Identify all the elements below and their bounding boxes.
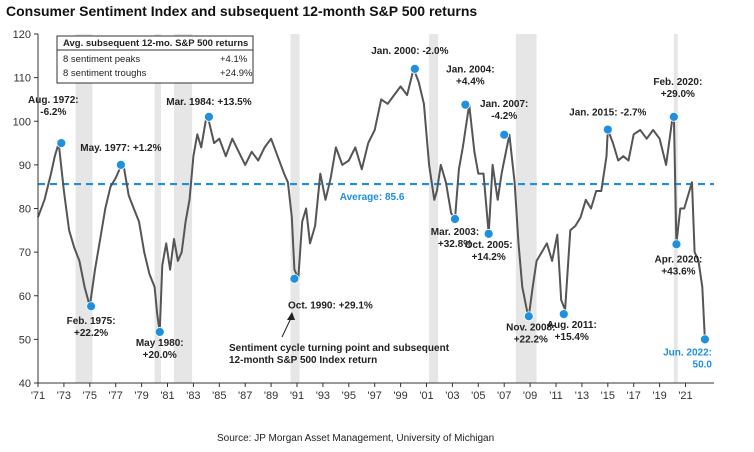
x-tick-label: '21 (678, 390, 692, 402)
y-tick-label: 50 (19, 334, 31, 346)
turning-point-marker (289, 273, 300, 284)
legend-header: Avg. subsequent 12-mo. S&P 500 returns (63, 38, 248, 49)
legend-box (56, 35, 254, 84)
turning-point-label: Aug. 2011: +15.4% (547, 320, 597, 343)
x-tick-label: '07 (497, 390, 511, 402)
x-tick-label: '01 (419, 390, 433, 402)
turning-point-label: Jan. 2007: -4.2% (480, 99, 528, 122)
x-tick-label: '71 (31, 390, 45, 402)
source-text: Source: JP Morgan Asset Management, Univ… (217, 433, 494, 444)
y-tick-label: 110 (13, 73, 31, 85)
annotation-text: Sentiment cycle turning point and subseq… (229, 343, 450, 366)
y-tick-label: 70 (19, 247, 31, 259)
point-labels: Aug. 1972: -6.2% Feb. 1975: +22.2% May. 1977… (28, 46, 712, 370)
x-tick-label: '11 (549, 390, 563, 402)
y-tick-label: 100 (13, 116, 31, 128)
y-tick-label: 90 (19, 160, 31, 172)
turning-point-marker (86, 301, 96, 312)
turning-point-label: Feb. 1975: +22.2% (67, 316, 116, 339)
x-tick-label: '85 (212, 390, 226, 402)
turning-point-label: Jan. 2000: -2.0% (371, 46, 448, 57)
turning-point-label: Mar. 1984: +13.5% (166, 97, 251, 108)
recession-band (173, 34, 193, 383)
turning-point-marker (602, 124, 613, 135)
sentiment-series-line (37, 67, 706, 340)
x-tick-label: '83 (186, 390, 200, 402)
turning-point-label: Jun. 2022: 50.0 (663, 347, 712, 370)
y-tick-label: 40 (19, 378, 31, 390)
recession-band (154, 34, 162, 383)
x-tick-label: '97 (368, 390, 382, 402)
turning-point-marker (558, 309, 569, 319)
turning-points (56, 64, 710, 345)
annotation: Sentiment cycle turning point and subseq… (229, 312, 450, 366)
turning-point-label: May 1980: +20.0% (136, 338, 184, 361)
x-tick-labels: '71 '73 '75 '77 '79 '81 '83 '85 '87 '89 '91 '93 '95 '… (31, 390, 693, 402)
turning-point-label: Oct. 2005: +14.2% (465, 240, 513, 263)
turning-point-marker (409, 64, 420, 74)
turning-point-marker (671, 239, 682, 250)
turning-point-marker (450, 214, 460, 224)
turning-point-label: Feb. 2020: +29.0% (653, 77, 702, 100)
turning-point-marker (154, 327, 165, 337)
turning-point-label: Mar. 2003: +32.8% (431, 227, 479, 250)
x-tick-label: '99 (393, 390, 407, 402)
legend-row-troughs-label: 8 sentiment troughs (63, 68, 147, 79)
x-tick-label: '17 (627, 390, 641, 402)
turning-point-marker (523, 311, 534, 322)
x-tick-label: '15 (601, 390, 615, 402)
turning-point-marker (56, 138, 67, 148)
turning-point-marker (499, 129, 510, 140)
legend-row-troughs-value: +24.9% (220, 68, 253, 79)
turning-point-label: Aug. 1972: -6.2% (28, 95, 79, 118)
axes (34, 33, 714, 387)
x-tick-label: '91 (290, 390, 304, 402)
recession-band (75, 34, 93, 383)
turning-point-marker (204, 111, 214, 122)
recession-band (429, 34, 439, 383)
x-tick-label: '05 (471, 390, 485, 402)
turning-point-marker (668, 111, 679, 122)
turning-point-label: Jan. 2015: -2.7% (569, 108, 646, 119)
x-tick-label: '79 (134, 390, 148, 402)
x-tick-label: '87 (238, 390, 252, 402)
turning-point-marker (700, 334, 710, 345)
x-tick-label: '73 (57, 390, 71, 402)
x-tick-label: '95 (342, 390, 356, 402)
x-tick-label: '93 (316, 390, 330, 402)
turning-point-marker (115, 159, 126, 170)
turning-point-label: Nov. 2008: +22.2% (506, 322, 555, 345)
turning-point-marker (483, 228, 494, 239)
turning-point-label: Jan. 2004: +4.4% (446, 65, 494, 88)
x-tick-label: '09 (523, 390, 537, 402)
y-tick-label: 60 (19, 291, 31, 303)
average-label: Average: 85.6 (340, 192, 405, 203)
x-tick-label: '77 (109, 390, 123, 402)
y-tick-labels: 40 50 60 70 80 90 100 110 120 (13, 29, 31, 390)
legend-row-peaks-value: +4.1% (220, 54, 248, 65)
turning-point-label: Apr. 2020: +43.6% (655, 254, 703, 277)
x-tick-label: '89 (264, 390, 278, 402)
x-tick-label: '13 (575, 390, 589, 402)
y-tick-label: 80 (19, 204, 31, 216)
recession-band (290, 34, 300, 383)
legend-row-peaks-label: 8 sentiment peaks (63, 54, 140, 65)
turning-point-label: May. 1977: +1.2% (80, 143, 161, 154)
annotation-arrow-head (287, 312, 295, 320)
turning-point-label: Oct. 1990: +29.1% (288, 301, 373, 312)
legend-table: Avg. subsequent 12-mo. S&P 500 returns 8… (56, 35, 254, 84)
x-tick-label: '19 (652, 390, 666, 402)
x-tick-label: '81 (160, 390, 174, 402)
x-tick-label: '03 (445, 390, 459, 402)
x-tick-label: '75 (83, 390, 97, 402)
y-tick-label: 120 (13, 29, 31, 41)
chart-title: Consumer Sentiment Index and subsequent … (6, 3, 477, 19)
turning-point-marker (460, 99, 471, 110)
